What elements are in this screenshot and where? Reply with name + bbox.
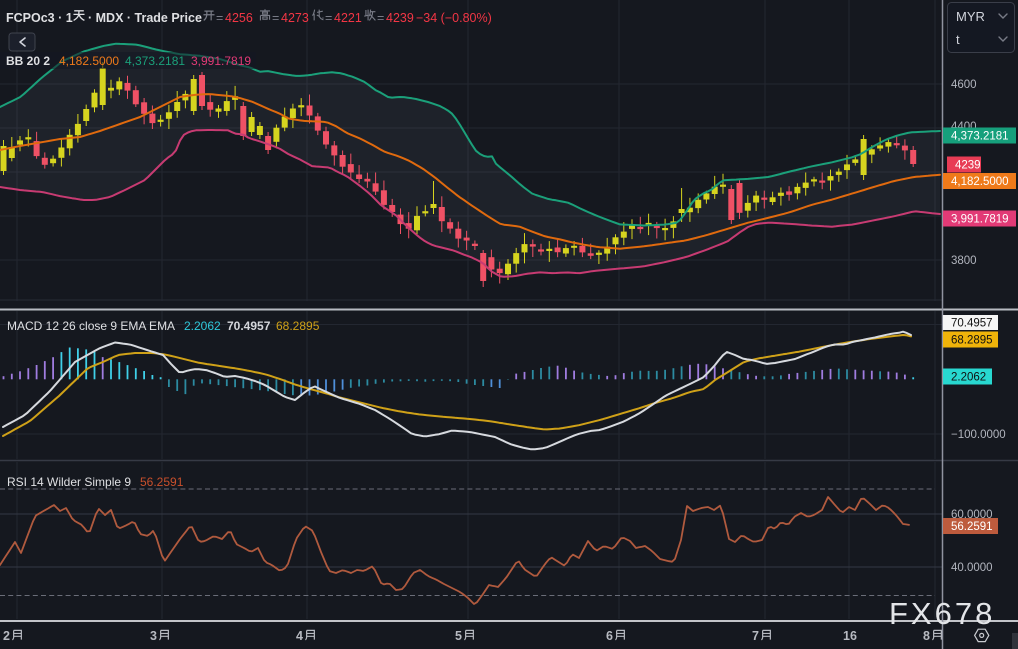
svg-text:3: 3 (150, 629, 157, 643)
svg-text:4273: 4273 (281, 11, 309, 25)
svg-text:68.2895: 68.2895 (951, 335, 993, 347)
svg-text:4239: 4239 (955, 160, 981, 172)
svg-text:56.2591: 56.2591 (951, 521, 993, 533)
svg-text:3,991.7819: 3,991.7819 (191, 54, 251, 68)
svg-text:68.2895: 68.2895 (276, 319, 320, 333)
svg-text:=: = (216, 11, 223, 25)
svg-text:7: 7 (752, 629, 759, 643)
svg-text:2.2062: 2.2062 (951, 372, 986, 384)
svg-text:4,373.2181: 4,373.2181 (125, 54, 185, 68)
svg-text:4,182.5000: 4,182.5000 (951, 176, 1009, 188)
svg-text:t: t (956, 32, 960, 47)
svg-text:8: 8 (923, 629, 930, 643)
svg-text:4600: 4600 (951, 79, 977, 91)
svg-text:56.2591: 56.2591 (140, 475, 184, 489)
svg-text:FX678: FX678 (889, 596, 995, 631)
svg-text:6: 6 (606, 629, 613, 643)
svg-text:−100.0000: −100.0000 (951, 429, 1006, 441)
svg-text:4,373.2181: 4,373.2181 (951, 131, 1009, 143)
svg-text:MYR: MYR (956, 9, 985, 24)
svg-text:=: = (377, 11, 384, 25)
svg-text:BB 20 2: BB 20 2 (6, 54, 50, 68)
svg-text:4,182.5000: 4,182.5000 (59, 54, 119, 68)
svg-text:2.2062: 2.2062 (184, 319, 221, 333)
svg-text:16: 16 (843, 629, 857, 643)
svg-text:3800: 3800 (951, 255, 977, 267)
svg-text:4221: 4221 (334, 11, 362, 25)
svg-text:40.0000: 40.0000 (951, 562, 993, 574)
svg-text:2: 2 (3, 629, 10, 643)
svg-text:70.4957: 70.4957 (227, 319, 271, 333)
svg-text:· MDX · Trade Price: · MDX · Trade Price (88, 11, 202, 25)
svg-text:4: 4 (296, 629, 303, 643)
svg-text:5: 5 (455, 629, 462, 643)
svg-text:4256: 4256 (225, 11, 253, 25)
svg-text:−34 (−0.80%): −34 (−0.80%) (416, 11, 492, 25)
svg-text:4239: 4239 (386, 11, 414, 25)
svg-text:RSI 14 Wilder Simple 9: RSI 14 Wilder Simple 9 (7, 475, 131, 489)
svg-text:=: = (272, 11, 279, 25)
svg-text:70.4957: 70.4957 (951, 318, 993, 330)
svg-text:MACD 12 26 close 9 EMA EMA: MACD 12 26 close 9 EMA EMA (7, 319, 175, 333)
svg-text:3,991.7819: 3,991.7819 (951, 214, 1009, 226)
svg-text:=: = (325, 11, 332, 25)
svg-text:FCPOc3 · 1: FCPOc3 · 1 (6, 11, 73, 25)
